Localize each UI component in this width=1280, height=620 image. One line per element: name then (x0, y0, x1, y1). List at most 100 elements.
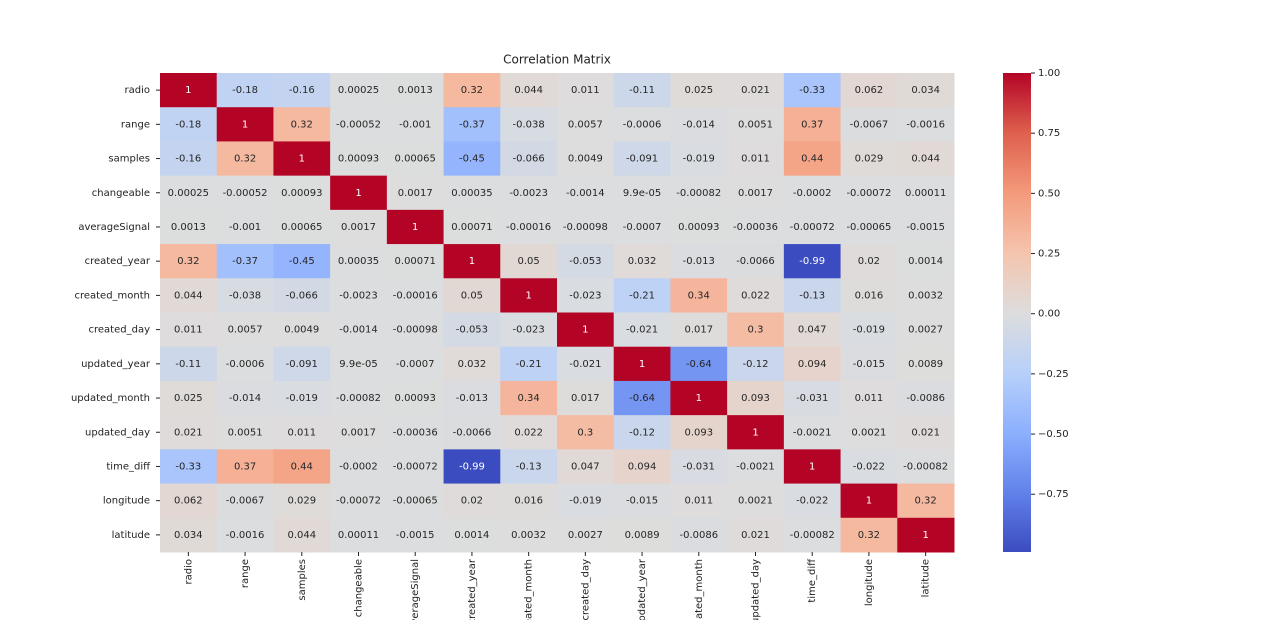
cell-label: 0.021 (741, 85, 770, 96)
cell-label: 0.0089 (908, 359, 943, 370)
colorbar-tick-label: 0.75 (1038, 128, 1060, 139)
heatmap-cell (727, 380, 785, 416)
cell-label: -0.00052 (336, 119, 381, 130)
cell-label: -0.99 (459, 461, 485, 472)
heatmap-cell (216, 175, 274, 211)
heatmap-cell (897, 483, 955, 519)
heatmap-cell (160, 483, 218, 519)
heatmap-cell (670, 141, 728, 177)
heatmap-cell (273, 244, 331, 279)
cell-label: 0.32 (234, 154, 256, 165)
heatmap-cell (500, 278, 558, 313)
cell-label: 0.021 (911, 427, 940, 438)
heatmap-cell (500, 483, 558, 519)
heatmap-cell (160, 312, 218, 348)
cell-label: 0.029 (287, 496, 316, 507)
heatmap-cell (613, 244, 671, 279)
heatmap-cell (216, 380, 274, 416)
cell-label: 0.00011 (905, 188, 946, 199)
cell-label: 0.034 (911, 85, 940, 96)
x-tick-label: range (240, 559, 251, 588)
heatmap-cell (443, 346, 501, 382)
cell-label: -0.0006 (226, 359, 265, 370)
heatmap-cell (727, 209, 785, 245)
cell-label: 1 (922, 530, 928, 541)
heatmap-cell (783, 312, 842, 348)
heatmap-cell (330, 449, 388, 485)
cell-label: -0.16 (289, 85, 315, 96)
cell-label: 9.9e-05 (623, 188, 661, 199)
cell-label: 0.022 (741, 290, 770, 301)
heatmap-cell (897, 517, 955, 553)
heatmap-cell (783, 141, 842, 177)
cell-label: -0.21 (516, 359, 542, 370)
heatmap-cell (840, 517, 898, 553)
cell-label: 0.0017 (341, 427, 376, 438)
cell-label: -0.64 (629, 393, 655, 404)
heatmap-cell (160, 346, 218, 382)
cell-label: -0.0021 (736, 461, 775, 472)
cell-label: 0.017 (684, 325, 713, 336)
heatmap-cell (330, 244, 388, 279)
cell-label: 0.0017 (398, 188, 433, 199)
cell-label: -0.023 (569, 290, 601, 301)
heatmap-cell (783, 483, 842, 519)
heatmap-cell (897, 380, 955, 416)
x-tick-label: longitude (864, 559, 875, 606)
heatmap-cell (160, 73, 218, 108)
heatmap-cell (783, 415, 842, 450)
heatmap-cell (443, 517, 501, 553)
cell-label: -0.0023 (339, 290, 378, 301)
y-tick-label: averageSignal (78, 222, 150, 233)
cell-label: 0.093 (684, 427, 713, 438)
cell-label: -0.031 (796, 393, 828, 404)
heatmap-cell (500, 517, 558, 553)
heatmap-cell (386, 175, 445, 211)
heatmap-cell (783, 517, 842, 553)
heatmap-cell (727, 73, 785, 108)
cell-label: 0.0051 (738, 119, 773, 130)
heatmap-cell (727, 244, 785, 279)
y-tick-label: latitude (112, 530, 150, 541)
cell-label: -0.18 (232, 85, 258, 96)
cell-label: 0.032 (628, 256, 657, 267)
heatmap-cell (500, 175, 558, 211)
cell-label: 0.00071 (395, 256, 436, 267)
heatmap-cell (613, 175, 671, 211)
heatmap-cell (273, 517, 331, 553)
heatmap-cell (670, 517, 728, 553)
heatmap-cell (557, 278, 615, 313)
cell-label: 1 (809, 461, 815, 472)
cell-label: 0.011 (174, 325, 203, 336)
heatmap-cell (500, 209, 558, 245)
heatmap-cell (727, 278, 785, 313)
heatmap-cell (840, 312, 898, 348)
heatmap-cell (840, 415, 898, 450)
heatmap-cell (273, 449, 331, 485)
heatmap-cell (897, 73, 955, 108)
heatmap-cell (386, 73, 445, 108)
heatmap-cell (216, 483, 274, 519)
heatmap-cell (443, 107, 501, 142)
heatmap-cell (330, 312, 388, 348)
x-tick-label: samples (297, 559, 308, 601)
cell-label: -0.019 (853, 325, 885, 336)
cell-label: 0.00035 (338, 256, 379, 267)
heatmap-cell (330, 346, 388, 382)
heatmap-cell (670, 415, 728, 450)
cell-label: -0.0002 (339, 461, 378, 472)
cell-label: -0.00082 (676, 188, 721, 199)
colorbar-tick-label: 0.00 (1038, 309, 1060, 320)
cell-label: -0.019 (683, 154, 715, 165)
colorbar-tick-label: −0.50 (1038, 429, 1069, 440)
cell-label: 0.047 (571, 461, 600, 472)
cell-label: 0.00065 (281, 222, 322, 233)
cell-label: -0.0014 (339, 325, 378, 336)
cell-label: -0.00052 (223, 188, 268, 199)
heatmap-cell (386, 517, 445, 553)
cell-label: -0.33 (175, 461, 201, 472)
cell-label: 0.0014 (908, 256, 943, 267)
cell-label: 0.034 (174, 530, 203, 541)
heatmap-cell (386, 483, 445, 519)
cell-label: 1 (185, 85, 191, 96)
